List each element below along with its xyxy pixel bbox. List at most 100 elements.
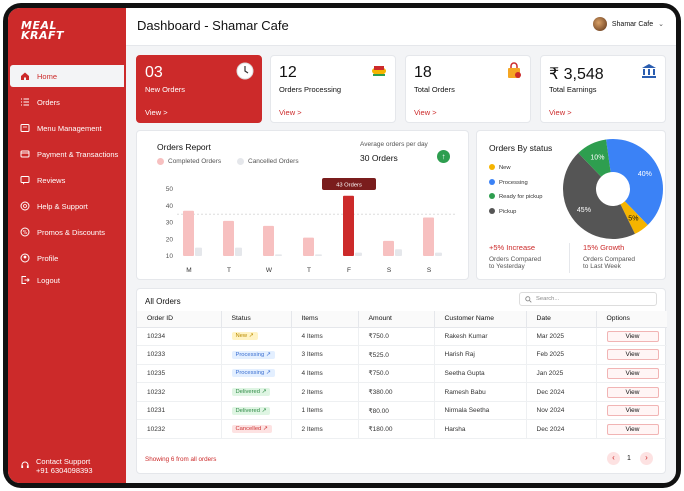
page-number[interactable]: 1 [627,455,631,462]
prev-page-button[interactable]: ‹ [607,452,620,465]
bar-completed [383,240,394,256]
bar-completed [423,217,434,256]
legend-processing: Processing [489,176,543,191]
bar-completed [183,210,194,256]
status-badge: Delivered ↗ [231,406,271,415]
contact-label: Contact Support [36,457,91,466]
increase-desc: Orders Compared to Yesterday [489,256,542,270]
amount: ₹750.0 [358,364,435,384]
order-date: Dec 2024 [526,419,597,440]
items-count: 4 Items [291,327,359,347]
stat-card-total-orders[interactable]: 18 Total Orders View > [405,55,531,123]
view-button[interactable]: View [606,349,659,361]
logout-icon [20,275,30,285]
edit-icon: ↗ [261,407,267,414]
y-tick-label: 50 [166,186,174,193]
orders-table: Order ID Status Items Amount Customer Na… [137,311,667,440]
sidebar-item-orders[interactable]: Orders [10,91,124,113]
sidebar-item-profile[interactable]: Profile [10,247,124,269]
order-id: 10232 [137,382,222,402]
edit-icon: ↗ [265,351,271,358]
topbar: Dashboard - Shamar Cafe Shamar Cafe ⌄ [126,8,676,46]
bank-icon [642,64,656,78]
x-tick-label: S [427,267,432,274]
table-row: 10233 Processing ↗ 3 Items ₹525.0 Harish Raj… [137,345,667,365]
status-badge: Delivered ↗ [231,388,271,397]
search-input[interactable]: Search... [519,292,657,306]
y-tick-label: 40 [166,203,174,210]
shopping-bag-icon [508,62,521,78]
card-icon [20,149,30,159]
next-page-button[interactable]: › [640,452,653,465]
col-items: Items [291,311,359,328]
view-button[interactable]: View [606,386,659,398]
legend-ready: Ready for pickup [489,190,543,205]
screen: MEAL KRAFT Home Orders Menu Management P… [8,8,676,483]
user-name: Shamar Cafe [611,20,654,28]
bar-cancelled [395,249,402,256]
view-button[interactable]: View [606,405,659,417]
status-donut-chart: 40% 5% 45% 10% [563,139,663,239]
legend-completed: Completed Orders [157,158,221,165]
home-icon [20,71,30,81]
profile-icon [20,253,30,263]
status-badge: Processing ↗ [231,350,275,359]
table-header-row: Order ID Status Items Amount Customer Na… [137,311,667,328]
sidebar-item-reviews[interactable]: Reviews [10,169,124,191]
customer-name: Rakesh Kumar [434,327,527,347]
contact-support[interactable]: Contact Support +91 6304098393 [20,457,93,475]
table-row: 10235 Processing ↗ 4 Items ₹750.0 Seetha Gup… [137,364,667,384]
bar-cancelled [235,247,242,256]
x-tick-label: S [387,267,392,274]
view-button[interactable]: View [606,423,659,435]
sidebar-item-menu-management[interactable]: Menu Management [10,117,124,139]
stat-card-new-orders[interactable]: 03 New Orders View > [136,55,262,123]
divider [569,243,570,273]
growth-desc: Orders Compared to Last Week [583,256,636,270]
donut-label: 10% [590,155,604,162]
legend-cancelled: Cancelled Orders [237,158,299,165]
legend-new: New [489,161,543,176]
sidebar-item-payment[interactable]: Payment & Transactions [10,143,124,165]
view-link[interactable]: View > [145,108,168,117]
page-title: Dashboard - Shamar Cafe [137,18,289,33]
brand-logo[interactable]: MEAL KRAFT [21,19,65,42]
y-tick-label: 20 [166,236,174,243]
sidebar-item-promos[interactable]: % Promos & Discounts [10,221,124,243]
svg-text:%: % [23,230,28,236]
table-row: 10232 Delivered ↗ 2 Items ₹380.00 Ramesh Bab… [137,382,667,402]
user-menu[interactable]: Shamar Cafe ⌄ [592,17,664,31]
table-row: 10231 Delivered ↗ 1 Items ₹80.00 Nirmala See… [137,401,667,421]
table-footer-text: Showing 6 from all orders [145,456,217,463]
customer-name: Harish Raj [434,345,527,365]
order-id: 10232 [137,419,222,440]
order-id: 10234 [137,327,222,347]
average-label: Average orders per day [360,141,428,148]
help-icon [20,201,30,211]
bar-completed [263,225,274,256]
status-badge: Cancelled ↗ [231,425,272,434]
customer-name: Nirmala Seetha [434,401,527,421]
sidebar-item-logout[interactable]: Logout [10,269,124,291]
x-tick-label: F [347,267,351,274]
view-button[interactable]: View [606,367,659,379]
sidebar-item-home[interactable]: Home [10,65,124,87]
view-link[interactable]: View > [279,108,302,117]
view-button[interactable]: View [606,330,659,342]
order-date: Mar 2025 [526,327,597,347]
sidebar-item-help[interactable]: Help & Support [10,195,124,217]
donut-slice [620,201,648,234]
order-date: Nov 2024 [526,401,597,421]
stat-card-processing[interactable]: 12 Orders Processing View > [270,55,396,123]
edit-icon: ↗ [262,426,268,433]
stat-card-earnings[interactable]: ₹ 3,548 Total Earnings View > [540,55,666,123]
view-link[interactable]: View > [549,108,572,117]
arrow-up-icon: ↑ [437,150,450,163]
edit-icon: ↗ [261,389,267,396]
col-order-id: Order ID [137,311,222,328]
orders-bar-chart: 10 20 30 40 50 M T W T F 43 Orders S S [166,178,457,274]
customer-name: Ramesh Babu [434,382,527,402]
view-link[interactable]: View > [414,108,437,117]
promo-icon: % [20,227,30,237]
orders-report-card: Orders Report Completed Orders Cancelled… [136,130,469,280]
